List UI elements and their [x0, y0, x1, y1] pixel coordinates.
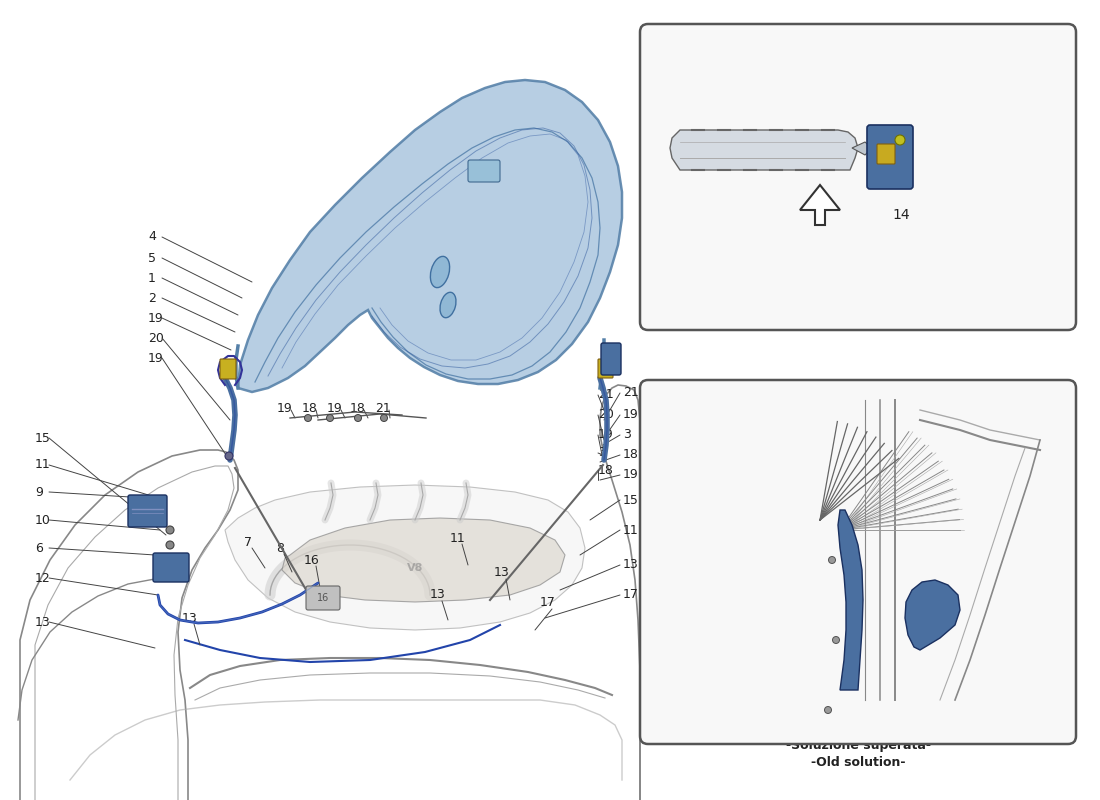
Circle shape	[354, 414, 362, 422]
Text: 10: 10	[35, 514, 51, 526]
Text: 13: 13	[35, 615, 51, 629]
Text: 18: 18	[598, 463, 614, 477]
Text: 15: 15	[623, 494, 639, 506]
Circle shape	[166, 526, 174, 534]
Text: 19: 19	[623, 409, 639, 422]
Text: 13: 13	[623, 558, 639, 571]
Text: 13: 13	[183, 611, 198, 625]
Text: 16: 16	[317, 593, 329, 603]
Text: 13: 13	[494, 566, 510, 579]
Polygon shape	[838, 510, 864, 690]
Text: 19: 19	[623, 469, 639, 482]
Text: 3: 3	[623, 429, 631, 442]
Text: 11: 11	[35, 458, 51, 471]
Circle shape	[381, 414, 387, 422]
Text: -Soluzione superata-: -Soluzione superata-	[785, 738, 931, 751]
Ellipse shape	[440, 292, 456, 318]
Text: 4: 4	[148, 230, 156, 243]
Text: 2: 2	[148, 291, 156, 305]
Text: 19: 19	[327, 402, 343, 414]
Circle shape	[226, 452, 233, 460]
Text: 13: 13	[430, 589, 446, 602]
Text: 18: 18	[350, 402, 366, 414]
Circle shape	[895, 135, 905, 145]
FancyBboxPatch shape	[640, 24, 1076, 330]
Circle shape	[166, 541, 174, 549]
Text: 11: 11	[450, 531, 466, 545]
Text: 21: 21	[623, 386, 639, 399]
Text: 8: 8	[276, 542, 284, 554]
Text: -Old solution-: -Old solution-	[811, 755, 905, 769]
Polygon shape	[800, 185, 840, 225]
Text: 19: 19	[148, 311, 164, 325]
Text: 9: 9	[35, 486, 43, 498]
Text: 21: 21	[598, 389, 614, 402]
Text: 18: 18	[623, 449, 639, 462]
Text: 14: 14	[892, 208, 910, 222]
Text: V8: V8	[407, 563, 424, 573]
Circle shape	[828, 557, 836, 563]
Text: 19: 19	[277, 402, 293, 414]
Text: 5: 5	[148, 251, 156, 265]
Text: 3: 3	[598, 446, 606, 459]
Text: 16: 16	[304, 554, 320, 566]
Text: 1: 1	[148, 271, 156, 285]
FancyBboxPatch shape	[877, 144, 895, 164]
Text: artes: artes	[703, 70, 937, 199]
FancyBboxPatch shape	[640, 380, 1076, 744]
FancyBboxPatch shape	[601, 343, 621, 375]
FancyBboxPatch shape	[128, 495, 167, 527]
Circle shape	[825, 706, 832, 714]
Circle shape	[833, 637, 839, 643]
Polygon shape	[852, 142, 872, 155]
Text: 12: 12	[35, 571, 51, 585]
Text: 19: 19	[598, 429, 614, 442]
Text: 19: 19	[148, 351, 164, 365]
Text: 7: 7	[244, 535, 252, 549]
Text: 20: 20	[148, 331, 164, 345]
Text: 6: 6	[35, 542, 43, 554]
Polygon shape	[905, 580, 960, 650]
Text: 18: 18	[302, 402, 318, 414]
Text: 17: 17	[623, 589, 639, 602]
Polygon shape	[226, 485, 585, 630]
Text: 20: 20	[782, 562, 797, 574]
Ellipse shape	[430, 256, 450, 288]
Polygon shape	[238, 80, 622, 392]
Text: 21: 21	[375, 402, 390, 414]
FancyBboxPatch shape	[306, 586, 340, 610]
FancyBboxPatch shape	[598, 359, 613, 378]
FancyBboxPatch shape	[220, 359, 236, 379]
Polygon shape	[670, 130, 858, 170]
Text: 1995: 1995	[757, 139, 954, 251]
FancyBboxPatch shape	[867, 125, 913, 189]
Circle shape	[305, 414, 311, 422]
Text: 3: 3	[965, 614, 972, 626]
Polygon shape	[282, 518, 565, 602]
FancyBboxPatch shape	[153, 553, 189, 582]
Circle shape	[327, 414, 333, 422]
Text: 15: 15	[35, 431, 51, 445]
Text: 17: 17	[540, 597, 556, 610]
FancyBboxPatch shape	[468, 160, 500, 182]
Text: 20: 20	[598, 409, 614, 422]
Text: 11: 11	[623, 523, 639, 537]
